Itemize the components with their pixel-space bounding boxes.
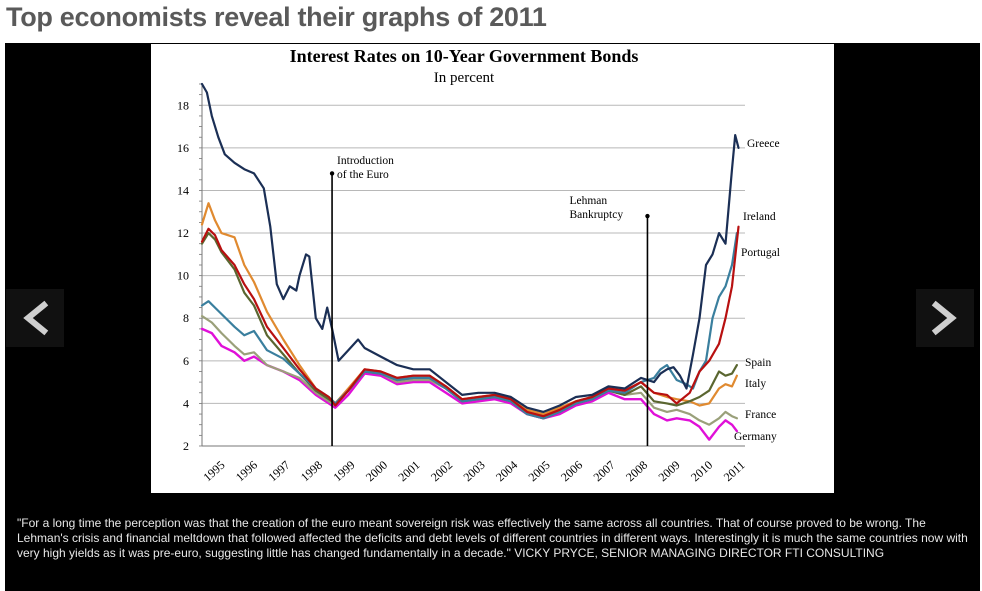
x-tick-label: 2008 [623,458,650,484]
x-tick-label: 2006 [558,458,585,484]
series-line-spain [200,232,739,420]
bond-yields-chart: Interest Rates on 10-Year Government Bon… [177,46,780,484]
series-label-france: France [745,409,776,421]
event-label: of the Euro [337,169,389,181]
y-tick-label: 6 [183,354,189,368]
series-label-ireland: Ireland [743,211,776,223]
series-label-italy: Italy [745,378,766,390]
x-tick-label: 2002 [428,458,455,484]
event-label: Bankruptcy [569,209,623,221]
series-label-greece: Greece [747,138,780,150]
x-tick-label: 2007 [591,458,618,484]
x-tick-label: 2003 [460,458,487,484]
next-slide-button[interactable] [916,289,974,347]
x-tick-label: 2004 [493,458,520,484]
annotations: Introduction of the Euro Lehman Bankruptcy [329,155,650,446]
x-tick-label: 2005 [526,458,553,484]
series-line-greece [200,82,740,413]
x-tick-label: 1995 [200,458,227,484]
y-tick-label: 4 [183,396,189,410]
y-axis: 2 4 6 8 10 12 14 16 18 [177,83,203,453]
x-tick-label: 1998 [298,458,325,484]
x-tick-label: 2000 [363,458,390,484]
y-tick-label: 12 [177,226,189,240]
series-line-portugal [200,225,740,418]
y-tick-label: 2 [183,439,189,453]
y-tick-label: 10 [177,269,189,283]
event-label: Introduction [337,155,394,167]
x-tick-label: 1997 [265,458,292,484]
chart-panel: Interest Rates on 10-Year Government Bon… [151,44,834,493]
x-tick-label: 2001 [395,458,422,484]
x-tick-label: 2011 [721,458,748,484]
y-tick-label: 16 [177,141,189,155]
series-lines [200,82,740,441]
chart-title: Interest Rates on 10-Year Government Bon… [290,46,639,66]
y-tick-label: 14 [177,183,189,197]
series-label-germany: Germany [734,431,777,443]
x-tick-label: 2009 [656,458,683,484]
x-axis: 1995 1996 1997 1998 1999 2000 2001 2002 2003 2004… [200,445,748,484]
x-tick-label: 1996 [233,458,260,484]
chevron-left-icon [23,300,49,336]
series-line-france [200,315,739,426]
chevron-right-icon [931,300,957,336]
series-line-ireland [200,232,739,420]
x-tick-label: 2010 [688,458,715,484]
series-line-italy [200,202,739,416]
slide-caption: "For a long time the perception was that… [17,516,968,560]
event-marker [329,171,335,176]
page-headline: Top economists reveal their graphs of 20… [6,2,547,32]
previous-slide-button[interactable] [6,289,64,347]
series-labels: Germany France Italy Spain Ireland Portugal Gr… [734,138,780,443]
chart-subtitle: In percent [434,70,495,86]
slideshow: Interest Rates on 10-Year Government Bon… [5,43,980,591]
y-tick-label: 8 [183,311,189,325]
y-tick-label: 18 [177,98,189,112]
event-label: Lehman [569,195,607,207]
series-label-portugal: Portugal [741,247,780,259]
series-label-spain: Spain [745,357,771,369]
event-marker [645,213,650,219]
x-tick-label: 1999 [330,458,357,484]
